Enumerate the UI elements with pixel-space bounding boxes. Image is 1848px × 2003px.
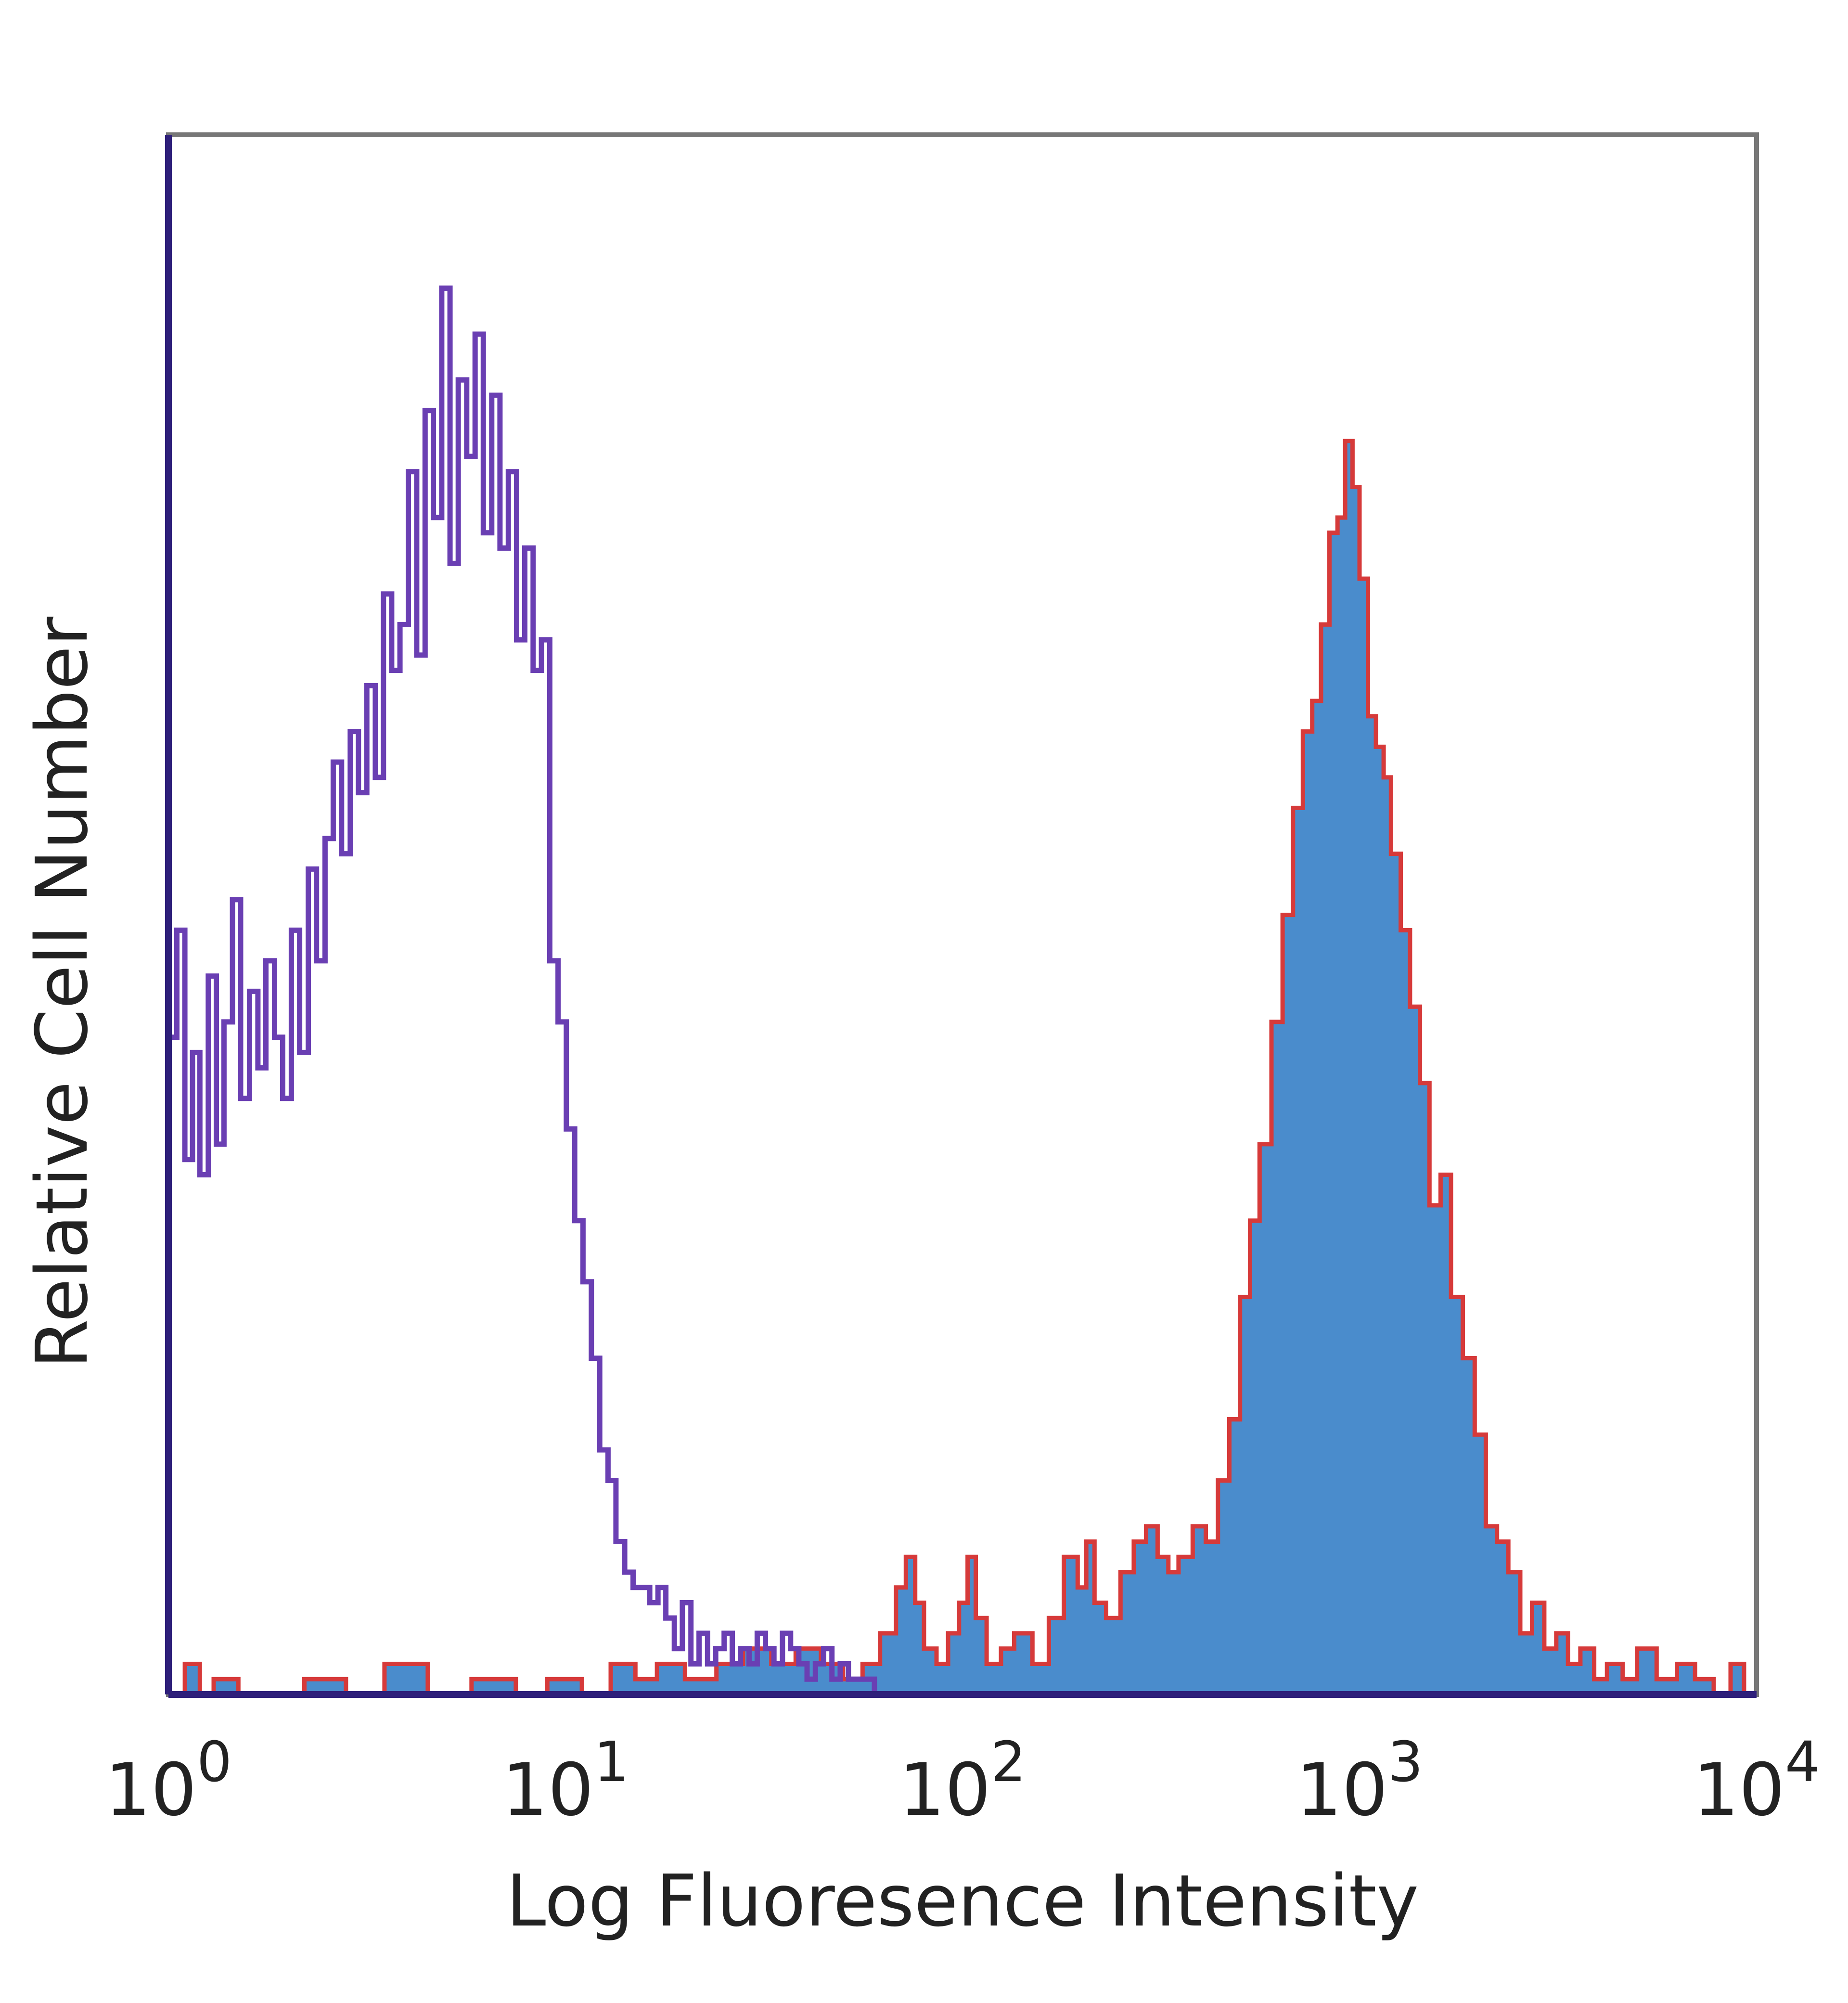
x-tick-label: 103: [1296, 1730, 1423, 1832]
y-axis-label: Relative Cell Number: [21, 617, 103, 1369]
x-tick-base: 10: [105, 1748, 197, 1832]
x-tick-label: 101: [502, 1730, 629, 1832]
x-tick-exponent: 3: [1388, 1730, 1423, 1795]
x-axis-label: Log Fluoresence Intensity: [506, 1860, 1419, 1942]
x-tick-base: 10: [1693, 1748, 1785, 1832]
x-tick-label: 104: [1693, 1730, 1820, 1832]
x-tick-exponent: 0: [197, 1730, 232, 1795]
x-tick-base: 10: [899, 1748, 991, 1832]
outline-histogram-series: [166, 285, 1757, 1697]
x-tick-label: 102: [899, 1730, 1026, 1832]
plot-area: [166, 285, 1757, 1697]
x-tick-exponent: 4: [1785, 1730, 1820, 1795]
filled-histogram-series: [168, 439, 1757, 1697]
x-tick-base: 10: [502, 1748, 594, 1832]
x-tick-label: 100: [105, 1730, 232, 1832]
x-tick-exponent: 2: [991, 1730, 1026, 1795]
x-tick-exponent: 1: [594, 1730, 629, 1795]
x-tick-base: 10: [1296, 1748, 1388, 1832]
x-tick-labels: 100 101 102 103 104: [105, 1730, 1820, 1832]
